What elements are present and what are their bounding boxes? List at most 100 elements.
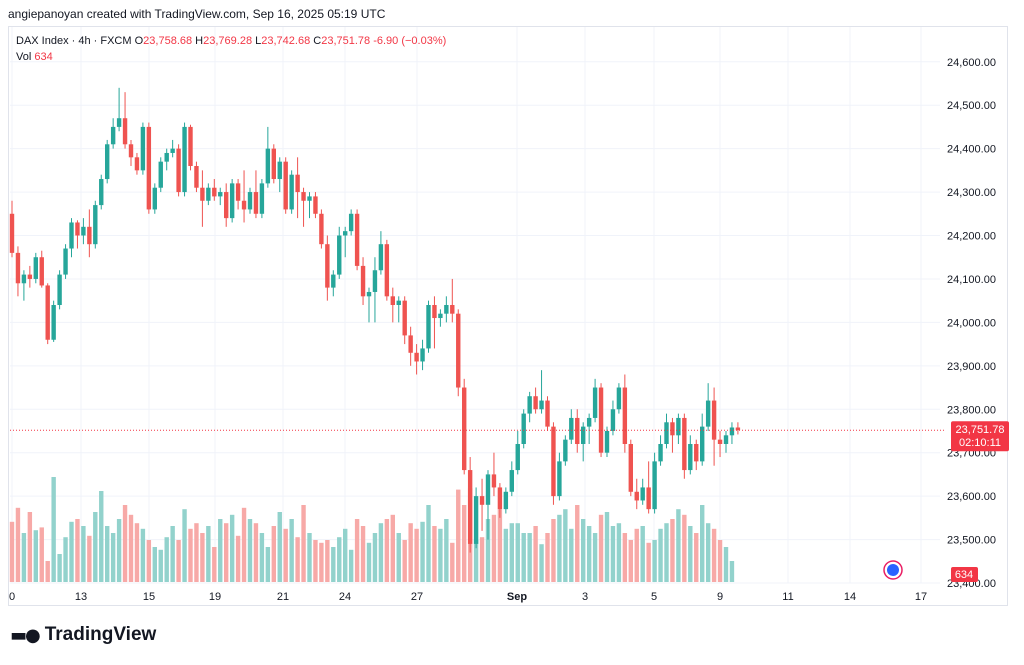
volume-bar xyxy=(646,542,651,582)
candle-body xyxy=(99,179,104,206)
candle-body xyxy=(360,265,366,297)
y-tick-label: 24,500.00 xyxy=(947,100,996,112)
candle-body xyxy=(682,417,687,471)
x-tick-label: 19 xyxy=(209,591,221,603)
volume-bar xyxy=(271,526,276,582)
candle-body xyxy=(372,270,378,292)
volume-bar xyxy=(462,505,467,582)
volume-bar xyxy=(503,528,509,582)
volume-bar xyxy=(218,519,223,582)
candle-body xyxy=(212,187,217,197)
volume-bar xyxy=(575,505,580,582)
x-tick-label: 17 xyxy=(915,591,927,603)
volume-bar xyxy=(694,533,699,582)
volume-bar xyxy=(527,533,532,582)
candle-body xyxy=(331,274,336,288)
volume-bar xyxy=(39,527,44,582)
volume-bar xyxy=(265,547,271,582)
x-tick-label: Sep xyxy=(507,591,527,603)
candle-body xyxy=(271,148,276,180)
candle-body xyxy=(479,496,485,505)
volume-bar xyxy=(206,526,211,582)
candle-body xyxy=(402,300,407,336)
volume-bar xyxy=(539,544,544,582)
volume-bar xyxy=(331,547,336,582)
candle-body xyxy=(170,148,175,153)
candle-body xyxy=(27,274,33,279)
y-tick-label: 24,100.00 xyxy=(947,274,996,286)
volume-bar xyxy=(384,519,390,582)
x-tick-label: 9 xyxy=(717,591,723,603)
candle-body xyxy=(313,196,318,214)
volume-bar xyxy=(152,547,157,582)
y-tick-label: 24,300.00 xyxy=(947,187,996,199)
volume-bar xyxy=(194,523,199,582)
y-tick-label: 24,400.00 xyxy=(947,144,996,156)
candle-body xyxy=(110,126,116,145)
x-tick-label: 0 xyxy=(9,591,15,603)
volume-bar xyxy=(551,519,556,582)
candle-body xyxy=(521,413,526,444)
x-tick-label: 27 xyxy=(411,591,423,603)
volume-bar xyxy=(110,533,116,582)
volume-bar xyxy=(301,505,306,582)
volume-bar xyxy=(200,533,205,582)
volume-bar xyxy=(711,528,717,582)
candle-body xyxy=(432,305,437,319)
candle-body xyxy=(658,444,663,462)
volume-bar xyxy=(146,540,152,582)
x-tick-label: 3 xyxy=(582,591,588,603)
candle-body xyxy=(444,305,449,314)
candle-body xyxy=(33,257,38,279)
legend-close-value: 23,751.78 xyxy=(321,35,371,47)
volume-bar xyxy=(63,537,68,582)
last-price-badge xyxy=(951,421,1009,452)
y-tick-label: 24,000.00 xyxy=(947,317,996,329)
candle-body xyxy=(640,487,645,501)
candle-body xyxy=(307,196,312,201)
volume-bar xyxy=(717,540,723,582)
volume-bar xyxy=(21,533,27,582)
candle-body xyxy=(39,257,44,286)
candle-body xyxy=(491,474,497,488)
candle-body xyxy=(503,491,509,510)
candle-body xyxy=(57,274,62,305)
candle-body xyxy=(729,427,735,436)
y-tick-label: 23,800.00 xyxy=(947,404,996,416)
candle-body xyxy=(51,305,56,340)
candle-body xyxy=(628,444,633,492)
volume-bar xyxy=(235,535,241,582)
legend-row-volume: Vol 634 xyxy=(16,49,446,65)
candle-body xyxy=(378,244,384,271)
volume-bar xyxy=(402,540,407,582)
candle-body xyxy=(664,422,669,444)
volume-bar xyxy=(521,533,526,582)
candle-body xyxy=(717,439,723,444)
legend-volume-value: 634 xyxy=(34,51,53,63)
candle-body xyxy=(467,470,473,544)
x-tick-label: 14 xyxy=(844,591,856,603)
volume-bar xyxy=(581,519,586,582)
candle-body xyxy=(283,161,288,210)
candle-body xyxy=(420,348,425,362)
candle-body xyxy=(723,435,729,444)
candle-body xyxy=(384,244,390,297)
volume-bar xyxy=(533,526,538,582)
volume-bar xyxy=(158,549,163,582)
candle-body xyxy=(200,187,205,201)
candle-body xyxy=(414,352,419,362)
tradingview-logo: ▬● TradingView xyxy=(10,624,156,646)
y-tick-label: 23,900.00 xyxy=(947,361,996,373)
volume-bar xyxy=(479,537,485,582)
x-tick-label: 5 xyxy=(651,591,657,603)
x-tick-label: 21 xyxy=(277,591,289,603)
volume-bar xyxy=(658,528,663,582)
volume-bar xyxy=(253,523,259,582)
candle-body xyxy=(81,226,86,236)
candle-body xyxy=(616,387,622,410)
candle-body xyxy=(610,409,616,431)
volume-bar xyxy=(438,528,443,582)
volume-bar xyxy=(473,540,479,582)
legend-change: -6.90 (−0.03%) xyxy=(373,35,447,47)
